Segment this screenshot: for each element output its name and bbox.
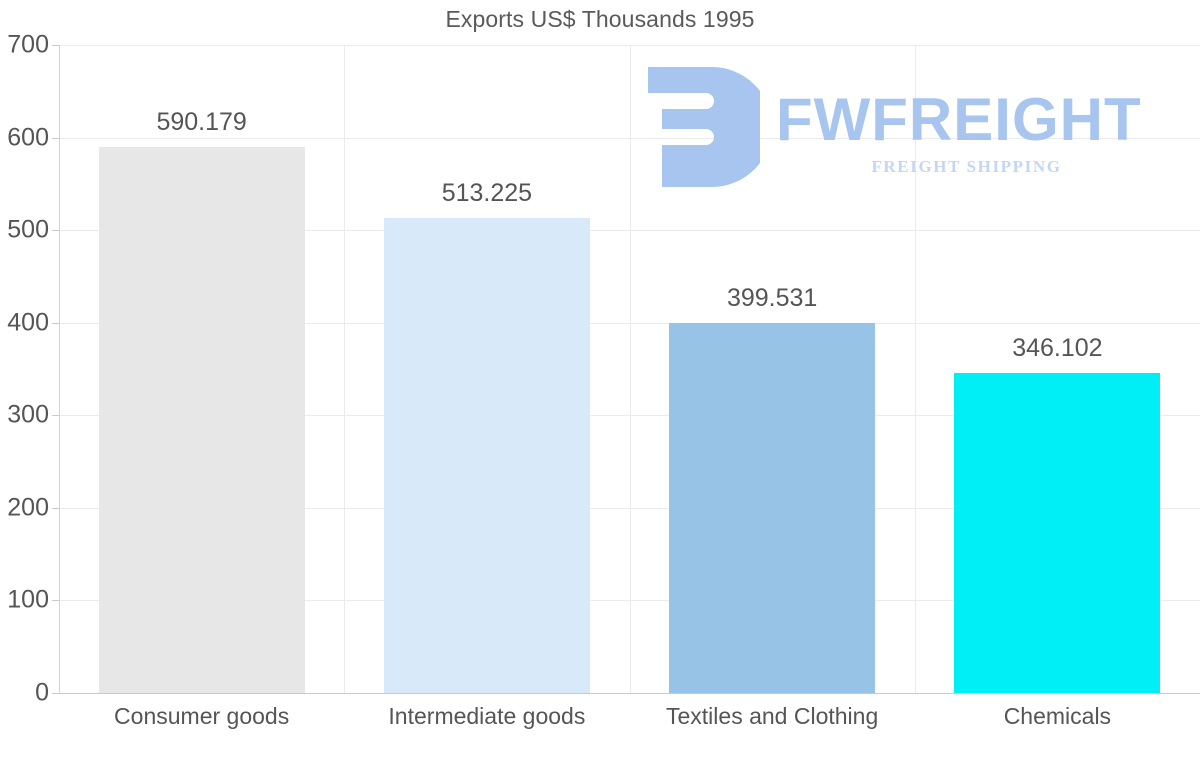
y-tick-label: 0 (35, 678, 49, 707)
x-tick-label: Intermediate goods (388, 703, 586, 729)
gridline-horizontal (59, 137, 1200, 139)
y-tick-mark (52, 693, 59, 694)
gridline-vertical (915, 45, 916, 693)
bar-value-label: 399.531 (726, 284, 818, 313)
y-tick-mark (52, 322, 59, 324)
gridline-vertical (344, 45, 345, 693)
y-tick-mark (52, 600, 59, 602)
bar-value-label: 513.225 (441, 178, 533, 207)
bar[interactable] (98, 146, 305, 693)
y-tick-label: 600 (7, 123, 49, 152)
y-tick-label: 100 (7, 585, 49, 614)
bar[interactable] (954, 372, 1161, 693)
gridline-horizontal (59, 230, 1200, 232)
bar[interactable] (669, 323, 876, 693)
y-tick-label: 500 (7, 215, 49, 244)
bar[interactable] (383, 217, 590, 693)
y-tick-label: 200 (7, 493, 49, 522)
y-tick-mark (52, 230, 59, 232)
y-tick-mark (52, 137, 59, 139)
gridline-horizontal (59, 45, 1200, 46)
y-tick-mark (52, 415, 59, 417)
gridline-horizontal (59, 507, 1200, 509)
bar-value-label: 590.179 (156, 107, 247, 136)
y-tick-label: 300 (7, 400, 49, 429)
gridline-vertical (630, 45, 631, 693)
y-tick-label: 700 (7, 30, 49, 59)
y-axis-line (59, 45, 60, 694)
bar-value-label: 346.102 (1012, 333, 1103, 362)
x-tick-label: Consumer goods (114, 703, 290, 729)
y-tick-mark (52, 507, 59, 509)
y-tick-mark (52, 45, 59, 46)
gridline-horizontal (59, 600, 1200, 602)
gridline-horizontal (59, 415, 1200, 417)
x-axis-line (59, 693, 1200, 694)
x-tick-label: Textiles and Clothing (666, 703, 879, 729)
y-tick-label: 400 (7, 308, 49, 337)
gridline-horizontal (59, 322, 1200, 324)
x-tick-label: Chemicals (1003, 703, 1112, 729)
chart-title: Exports US$ Thousands 1995 (445, 6, 755, 32)
